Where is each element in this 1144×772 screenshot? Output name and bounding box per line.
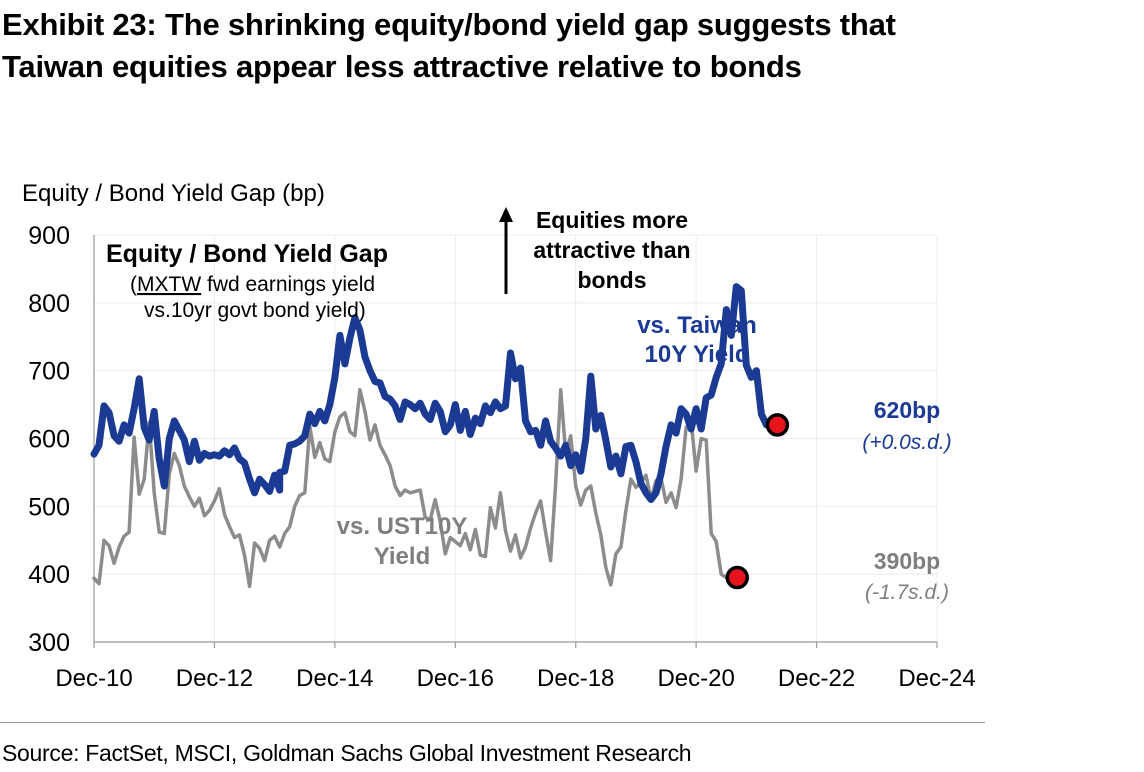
ust-end-sd-label: (-1.7s.d.) xyxy=(865,581,949,604)
y-tick-label: 700 xyxy=(28,358,70,386)
ust-series-line xyxy=(92,387,729,589)
y-axis-label: Equity / Bond Yield Gap (bp) xyxy=(22,180,325,207)
arrow-note-line-1: Equities more xyxy=(536,207,688,233)
taiwan-end-value-label: 620bp xyxy=(874,397,940,423)
y-tick-label: 500 xyxy=(28,493,70,521)
x-tick-label: Dec-16 xyxy=(417,665,494,692)
inner-chart-subtitle-1-rest: fwd earnings yield xyxy=(201,273,375,296)
inner-chart-subtitle-1: (MXTW fwd earnings yield xyxy=(130,273,375,296)
y-tick-label: 300 xyxy=(28,629,70,657)
x-tick-label: Dec-10 xyxy=(55,665,132,692)
series-layer xyxy=(90,283,770,589)
arrow-note: Equities more attractive than bonds xyxy=(499,207,691,294)
marker-layer xyxy=(725,413,790,590)
y-tick-label: 900 xyxy=(28,222,70,250)
grid-layer xyxy=(93,234,938,642)
y-tick-label: 600 xyxy=(28,426,70,454)
x-tick-label: Dec-12 xyxy=(176,665,253,692)
y-tick-label: 800 xyxy=(28,290,70,318)
arrow-note-line-3: bonds xyxy=(578,267,647,293)
x-tick-label: Dec-18 xyxy=(537,665,614,692)
inner-chart-subtitle-2: vs.10yr govt bond yield) xyxy=(144,299,366,322)
ust-series-label-2: Yield xyxy=(374,543,430,570)
exhibit-title-line-2: Taiwan equities appear less attractive r… xyxy=(2,49,802,84)
taiwan-end-sd-label: (+0.0s.d.) xyxy=(862,431,951,454)
ust-end-value-label: 390bp xyxy=(874,548,940,574)
x-tick-label: Dec-24 xyxy=(898,665,975,692)
x-tick-label: Dec-20 xyxy=(657,665,734,692)
arrow-note-line-2: attractive than xyxy=(533,237,690,263)
axis-layer: 300 400 500 600 700 800 900 Dec-10 Dec-12 Dec-14 D… xyxy=(28,222,975,692)
inner-chart-title: Equity / Bond Yield Gap xyxy=(106,240,388,268)
y-tick-label: 400 xyxy=(28,561,70,589)
ust-series-label-1: vs. UST10Y xyxy=(337,513,468,540)
taiwan-end-marker xyxy=(765,413,790,437)
taiwan-series-line xyxy=(90,283,770,504)
footer-divider xyxy=(0,722,985,723)
exhibit-title: Exhibit 23: The shrinking equity/bond yi… xyxy=(2,4,1132,88)
source-note: Source: FactSet, MSCI, Goldman Sachs Glo… xyxy=(2,740,692,766)
ust-end-marker xyxy=(725,565,749,590)
taiwan-series-label-1: vs. Taiwan xyxy=(637,312,757,339)
exhibit-title-line-1: Exhibit 23: The shrinking equity/bond yi… xyxy=(2,7,896,42)
mxtw-link: MXTW xyxy=(137,273,201,296)
up-arrow-head xyxy=(499,207,513,222)
taiwan-series-label-2: 10Y Yield xyxy=(645,341,750,368)
x-tick-label: Dec-22 xyxy=(778,665,855,692)
x-tick-label: Dec-14 xyxy=(296,665,373,692)
